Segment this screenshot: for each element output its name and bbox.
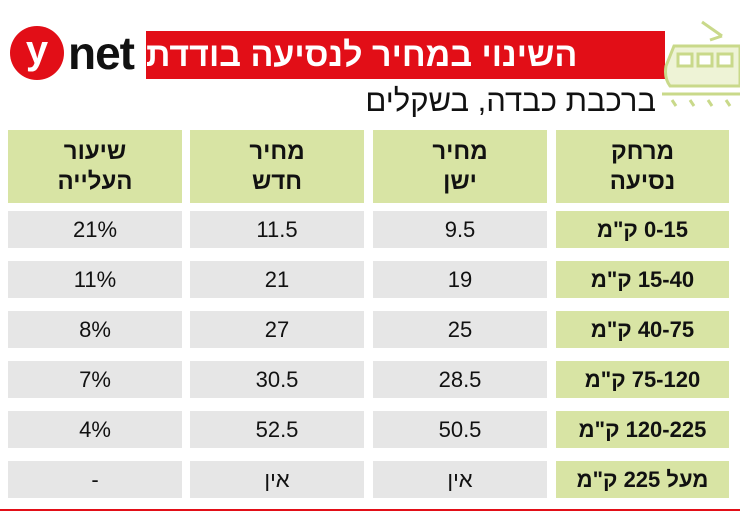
train-icon [662, 20, 740, 107]
cell-old-price: 25 [373, 311, 547, 348]
cell-old-price: 9.5 [373, 211, 547, 248]
cell-distance: 40-75 ק"מ [556, 311, 729, 348]
bottom-divider [0, 509, 740, 511]
logo-letter: y [10, 26, 64, 80]
cell-new-price: 11.5 [190, 211, 364, 248]
cell-new-price: 27 [190, 311, 364, 348]
cell-increase: 4% [8, 411, 182, 448]
header-old-price: מחיר ישן [373, 130, 547, 203]
cell-new-price: 52.5 [190, 411, 364, 448]
header-new-price: מחיר חדש [190, 130, 364, 203]
cell-distance: 0-15 ק"מ [556, 211, 729, 248]
header-increase: שיעור העלייה [8, 130, 182, 203]
cell-increase: 7% [8, 361, 182, 398]
header-old-price-label: מחיר ישן [432, 137, 488, 195]
header-distance: מרחק נסיעה [556, 130, 729, 203]
cell-old-price: 19 [373, 261, 547, 298]
page-title: השינוי במחיר לנסיעה בודדת [146, 31, 665, 79]
cell-distance: 120-225 ק"מ [556, 411, 729, 448]
cell-old-price: 50.5 [373, 411, 547, 448]
cell-distance: מעל 225 ק"מ [556, 461, 729, 498]
cell-new-price: אין [190, 461, 364, 498]
cell-increase: 21% [8, 211, 182, 248]
cell-increase: 11% [8, 261, 182, 298]
cell-increase: - [8, 461, 182, 498]
header-increase-label: שיעור העלייה [57, 137, 133, 195]
header-distance-label: מרחק נסיעה [609, 137, 676, 195]
logo-word: net [68, 27, 135, 79]
cell-increase: 8% [8, 311, 182, 348]
header-new-price-label: מחיר חדש [249, 137, 305, 195]
cell-distance: 75-120 ק"מ [556, 361, 729, 398]
ynet-logo: y net [10, 24, 135, 82]
cell-distance: 15-40 ק"מ [556, 261, 729, 298]
cell-new-price: 30.5 [190, 361, 364, 398]
page-subtitle: ברכבת כבדה, בשקלים [365, 83, 656, 118]
cell-new-price: 21 [190, 261, 364, 298]
cell-old-price: אין [373, 461, 547, 498]
cell-old-price: 28.5 [373, 361, 547, 398]
